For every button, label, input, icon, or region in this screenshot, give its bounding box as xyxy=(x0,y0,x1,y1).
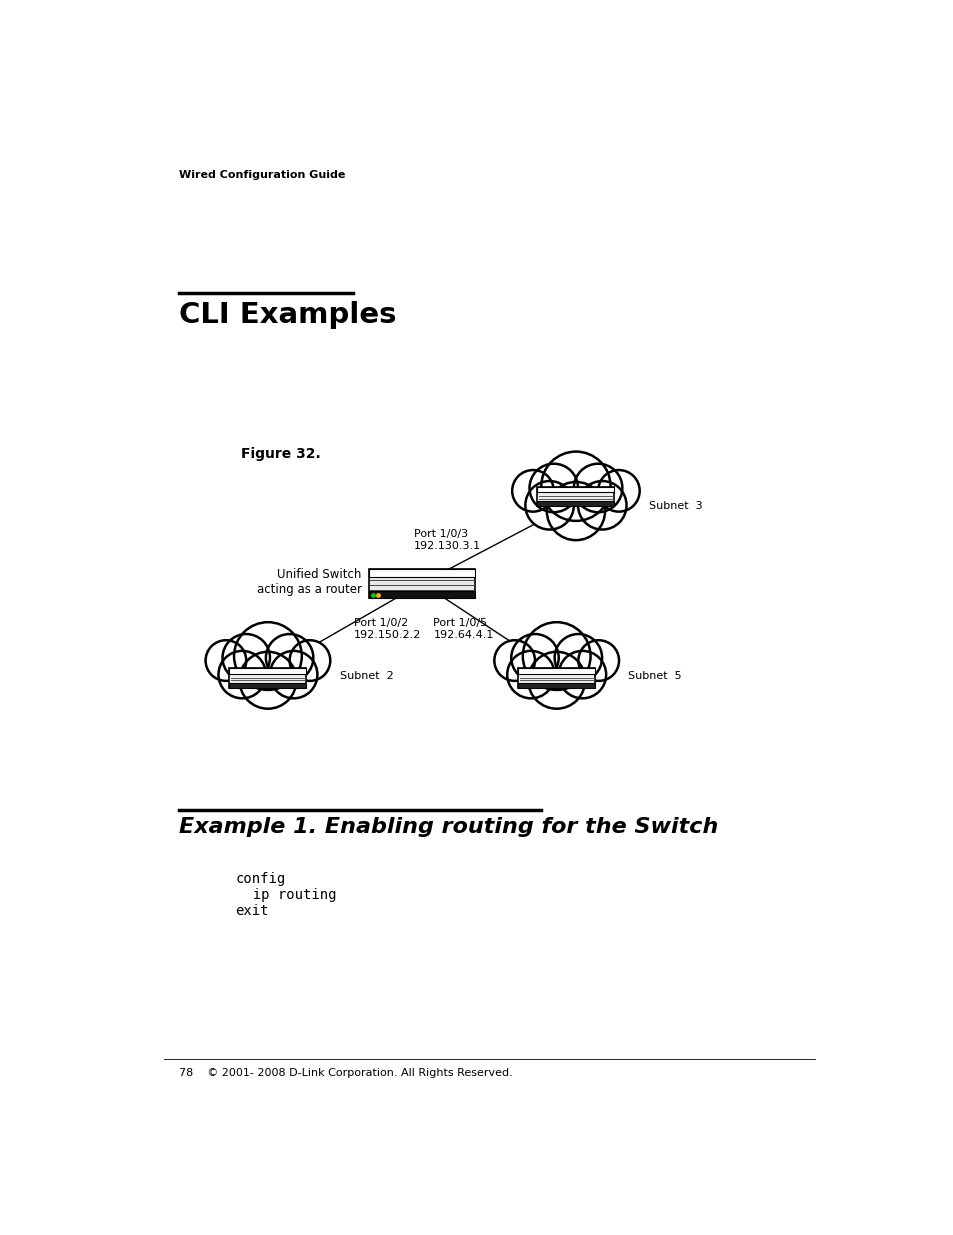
Circle shape xyxy=(598,471,639,511)
Text: config
  ip routing
exit: config ip routing exit xyxy=(235,872,335,919)
Circle shape xyxy=(525,482,574,530)
Text: Subnet  5: Subnet 5 xyxy=(628,671,681,680)
Circle shape xyxy=(554,634,601,682)
Bar xyxy=(537,501,614,506)
Bar xyxy=(537,487,614,506)
Text: Port 1/0/2
192.150.2.2: Port 1/0/2 192.150.2.2 xyxy=(354,618,421,640)
Circle shape xyxy=(239,652,296,709)
Bar xyxy=(369,592,475,598)
Circle shape xyxy=(578,482,626,530)
Bar xyxy=(537,487,614,493)
Circle shape xyxy=(578,640,618,680)
Text: Subnet  2: Subnet 2 xyxy=(339,671,393,680)
Bar xyxy=(517,683,595,688)
Bar xyxy=(517,668,595,688)
Text: Subnet  3: Subnet 3 xyxy=(648,501,702,511)
Bar xyxy=(369,568,475,598)
Circle shape xyxy=(266,634,313,682)
Circle shape xyxy=(574,463,621,513)
Circle shape xyxy=(206,640,246,680)
Text: 78    © 2001- 2008 D-Link Corporation. All Rights Reserved.: 78 © 2001- 2008 D-Link Corporation. All … xyxy=(179,1068,513,1078)
Circle shape xyxy=(507,651,554,698)
Circle shape xyxy=(528,652,584,709)
Circle shape xyxy=(233,622,301,690)
Circle shape xyxy=(540,452,610,521)
Circle shape xyxy=(529,463,578,513)
Text: CLI Examples: CLI Examples xyxy=(179,300,396,329)
Circle shape xyxy=(270,651,317,698)
Text: Unified Switch
acting as a router: Unified Switch acting as a router xyxy=(256,568,361,597)
Text: Figure 32.: Figure 32. xyxy=(241,447,320,461)
Circle shape xyxy=(558,651,605,698)
Bar xyxy=(517,668,595,674)
Text: Port 1/0/3
192.130.3.1: Port 1/0/3 192.130.3.1 xyxy=(414,530,481,551)
Circle shape xyxy=(222,634,270,682)
Circle shape xyxy=(511,634,558,682)
Text: Port 1/0/5
192.64.4.1: Port 1/0/5 192.64.4.1 xyxy=(433,618,494,640)
Circle shape xyxy=(512,471,553,511)
Circle shape xyxy=(290,640,330,680)
Circle shape xyxy=(494,640,535,680)
Bar xyxy=(229,683,306,688)
Circle shape xyxy=(522,622,590,690)
Bar xyxy=(229,668,306,674)
Circle shape xyxy=(546,482,604,540)
Text: Example 1. Enabling routing for the Switch: Example 1. Enabling routing for the Swit… xyxy=(179,816,718,836)
Bar xyxy=(229,668,306,688)
Circle shape xyxy=(218,651,266,698)
Text: Wired Configuration Guide: Wired Configuration Guide xyxy=(179,169,345,180)
Bar xyxy=(369,568,475,577)
